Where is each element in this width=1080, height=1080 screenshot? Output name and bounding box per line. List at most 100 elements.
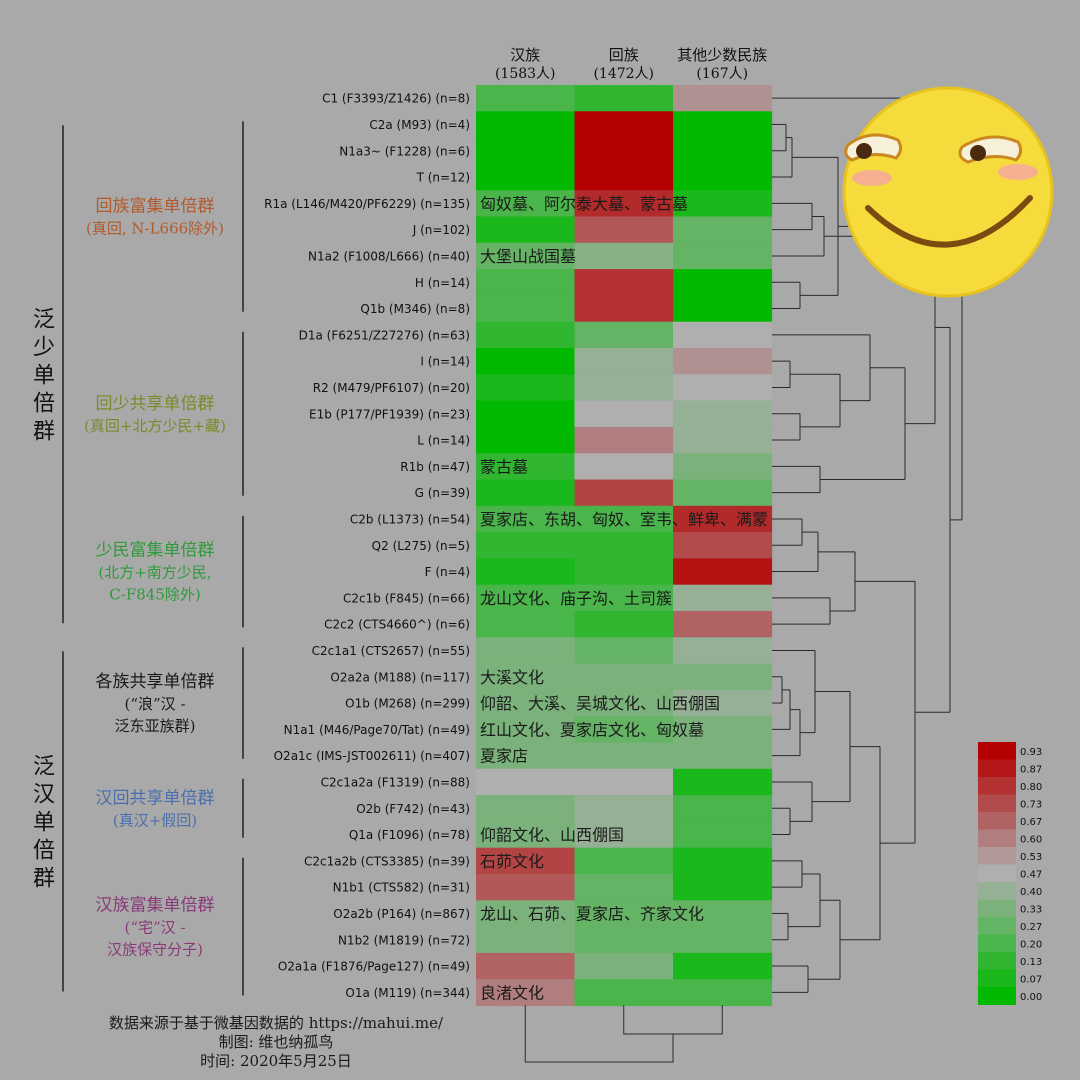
heatmap-cell <box>673 242 773 270</box>
row-group-label: 泛东亚族群) <box>115 717 196 735</box>
legend-swatch <box>978 934 1016 953</box>
legend-tick-label: 0.40 <box>1020 887 1042 898</box>
heatmap-cell <box>673 190 773 218</box>
heatmap-cell <box>673 400 773 428</box>
heatmap-cell <box>574 926 674 954</box>
row-note: 大堡山战国墓 <box>480 247 576 266</box>
row-group-label: (真回+北方少民+藏) <box>84 417 226 435</box>
super-group-label: 单 <box>33 363 55 388</box>
heatmap-cell <box>574 584 674 612</box>
row-group-label: 回少共享单倍群 <box>96 394 215 414</box>
row-labels: C1 (F3393/Z1426) (n=8) C2a (M93) (n=4) N1a… <box>264 92 470 1000</box>
legend-tick-label: 0.27 <box>1020 922 1042 933</box>
footer-date: 时间: 2020年5月25日 <box>200 1052 352 1070</box>
legend-swatch <box>978 987 1016 1005</box>
heatmap-cell <box>673 795 773 822</box>
heatmap-cell <box>476 400 576 428</box>
row-label: E1b (P177/PF1939) (n=23) <box>309 407 470 421</box>
heatmap-cell <box>673 611 773 638</box>
heatmap-cell <box>574 768 674 796</box>
heatmap-cell <box>476 295 576 323</box>
heatmap-cell <box>574 426 674 454</box>
row-label: F (n=4) <box>425 565 470 579</box>
row-note: 石茆文化 <box>480 852 544 871</box>
heatmap-cell <box>574 85 674 112</box>
row-label: N1b2 (M1819) (n=72) <box>338 933 470 947</box>
heatmap-cell <box>673 374 773 402</box>
column-header-name: 回族 <box>609 46 639 64</box>
row-note: 夏家店 <box>480 747 528 766</box>
row-note: 龙山、石茆、夏家店、齐家文化 <box>480 904 704 923</box>
heatmap-cell <box>476 637 576 665</box>
heatmap-cells <box>476 85 773 1007</box>
heatmap-cell <box>673 637 773 665</box>
row-note: 红山文化、夏家店文化、匈奴墓 <box>480 720 704 739</box>
heatmap-cell <box>574 453 674 481</box>
heatmap-cell <box>574 269 674 296</box>
legend-tick-label: 0.73 <box>1020 799 1042 810</box>
row-label: O2a1c (IMS-JST002611) (n=407) <box>274 749 470 763</box>
row-group-label: 汉回共享单倍群 <box>96 788 215 808</box>
row-group-label: 回族富集单倍群 <box>96 197 215 217</box>
column-header-count: (1472人) <box>593 66 654 82</box>
heatmap-cell <box>574 348 674 375</box>
legend-swatch <box>978 759 1016 778</box>
heatmap-cell <box>673 348 773 375</box>
row-label: N1a3~ (F1228) (n=6) <box>339 144 470 158</box>
emoji-face <box>842 86 1054 298</box>
heatmap-cell <box>574 952 674 980</box>
column-headers: 汉族 (1583人) 回族 (1472人) 其他少数民族 (167人) <box>495 46 767 82</box>
heatmap-cell <box>574 137 674 165</box>
legend-swatch <box>978 812 1016 830</box>
heatmap-cell <box>476 532 576 559</box>
emoji-right-cheek <box>998 164 1038 180</box>
row-label: O2a1a (F1876/Page127) (n=49) <box>278 960 470 974</box>
row-label: D1a (F6251/Z27276) (n=63) <box>299 328 470 342</box>
heatmap-cell <box>574 795 674 822</box>
heatmap-cell <box>673 216 773 244</box>
heatmap-cell <box>476 190 576 218</box>
legend-swatch <box>978 829 1016 848</box>
row-group-label: C-F845除外) <box>109 586 200 604</box>
column-header-name: 汉族 <box>510 46 540 64</box>
row-label: N1a2 (F1008/L666) (n=40) <box>308 249 470 263</box>
row-label: N1b1 (CTS582) (n=31) <box>333 881 470 895</box>
heatmap-cell <box>574 242 674 270</box>
legend-swatch <box>978 777 1016 795</box>
super-group-label: 倍 <box>33 838 55 863</box>
heatmap-cell <box>476 163 576 191</box>
heatmap-cell <box>476 821 576 849</box>
row-note: 良渚文化 <box>480 983 544 1002</box>
super-group-label: 泛 <box>33 754 55 779</box>
row-group-label: 少民富集单倍群 <box>96 541 215 561</box>
heatmap-cell <box>673 85 773 112</box>
legend-tick-label: 0.53 <box>1020 852 1042 863</box>
heatmap-cell <box>574 611 674 638</box>
heatmap-cell <box>476 716 576 744</box>
heatmap-cell <box>673 453 773 481</box>
row-label: R1a (L146/M420/PF6229) (n=135) <box>264 197 470 211</box>
row-label: T (n=12) <box>416 171 470 185</box>
row-label: C2c1b (F845) (n=66) <box>343 591 470 605</box>
heatmap-cell <box>673 979 773 1007</box>
heatmap-cell <box>673 874 773 901</box>
super-group-label: 汉 <box>33 782 55 807</box>
column-header-name: 其他少数民族 <box>677 46 767 64</box>
footer-source: 数据来源于基于微基因数据的 https://mahui.me/ <box>109 1014 444 1032</box>
legend-swatch <box>978 882 1016 900</box>
column-header-count: (167人) <box>696 66 748 82</box>
row-label: J (n=102) <box>412 223 470 237</box>
row-note: 夏家店、东胡、匈奴、室韦、鲜卑、满蒙 <box>480 510 768 529</box>
row-label: H (n=14) <box>415 276 470 290</box>
row-note: 匈奴墓、阿尔泰大墓、蒙古墓 <box>480 194 688 213</box>
heatmap-cell <box>476 505 576 533</box>
row-label: C1 (F3393/Z1426) (n=8) <box>322 92 470 106</box>
heatmap-cell <box>476 453 576 481</box>
heatmap-cell <box>476 611 576 638</box>
row-label: L (n=14) <box>417 434 470 448</box>
heatmap-cell <box>574 979 674 1007</box>
row-group-label: (北方+南方少民, <box>98 564 211 582</box>
emoji-left-cheek <box>852 170 892 186</box>
